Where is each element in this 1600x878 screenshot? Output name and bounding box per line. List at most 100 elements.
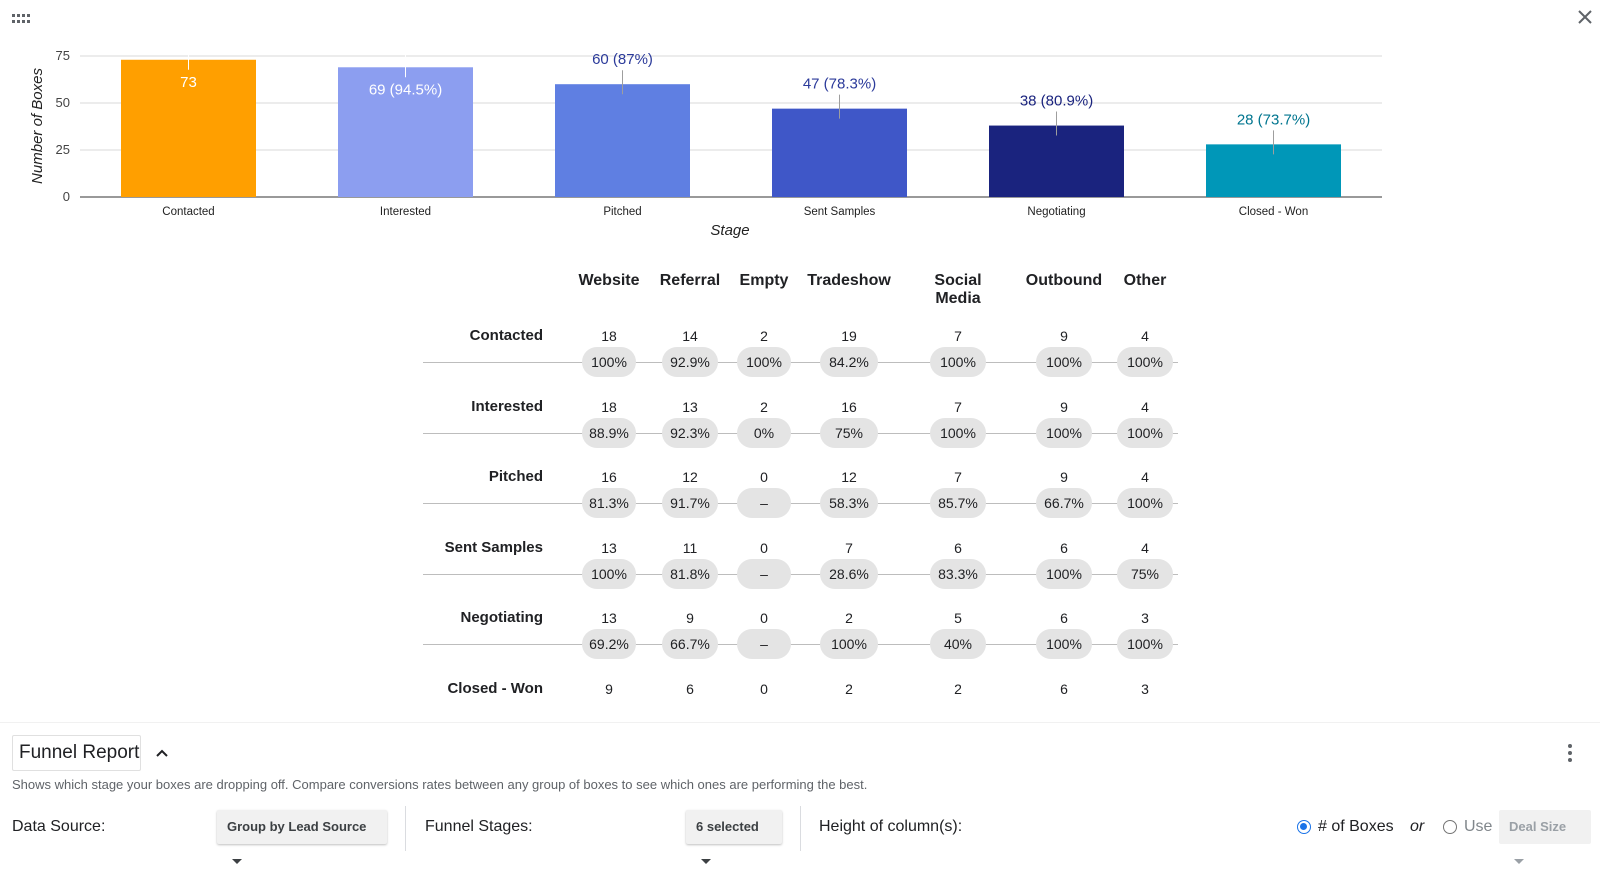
table-cell: 16 — [841, 398, 857, 415]
conversion-pill: 100% — [1117, 629, 1173, 660]
column-header: Website — [578, 272, 640, 289]
footer-divider — [0, 722, 1600, 723]
close-icon[interactable] — [1574, 6, 1596, 28]
height-label: Height of column(s): — [819, 818, 963, 835]
row-stage-label: Closed - Won — [447, 680, 543, 697]
conversion-pill: 85.7% — [930, 488, 986, 519]
column-header: Social Media — [934, 272, 982, 307]
y-tick-label: 50 — [56, 95, 70, 110]
conversion-pill: 84.2% — [820, 347, 878, 377]
table-cell: 7 — [954, 328, 962, 344]
table-cell: 9 — [1060, 398, 1068, 415]
x-tick-label: Pitched — [603, 206, 641, 218]
bar — [772, 108, 907, 197]
caret-down-icon — [701, 859, 711, 865]
y-tick-label: 25 — [56, 142, 70, 157]
report-description: Shows which stage your boxes are droppin… — [12, 777, 868, 792]
data-label: 73 — [180, 74, 197, 91]
conversion-pill: 28.6% — [820, 558, 878, 589]
vertical-divider — [405, 806, 406, 851]
conversion-pill: 100% — [737, 347, 791, 377]
x-tick-label: Sent Samples — [804, 206, 876, 218]
conversion-pill: 100% — [1117, 488, 1173, 519]
funnel-stages-dropdown[interactable]: 6 selected — [686, 810, 782, 865]
conversion-pill: 66.7% — [662, 629, 718, 660]
x-tick-label: Interested — [380, 206, 431, 218]
data-source-label: Data Source: — [12, 818, 106, 835]
connector-line — [423, 573, 1178, 575]
apps-grid-icon[interactable] — [10, 10, 32, 32]
conversion-pill: 69.2% — [582, 629, 636, 660]
table-cell: 2 — [760, 328, 768, 344]
table-cell: 0 — [760, 681, 768, 697]
table-cell: 11 — [682, 539, 698, 556]
table-cell: 18 — [601, 398, 617, 415]
conversion-pill: 40% — [930, 629, 986, 660]
bar — [338, 67, 473, 197]
use-radio[interactable] — [1443, 820, 1457, 834]
conversion-pill: 91.7% — [662, 488, 718, 519]
connector-line — [423, 362, 1178, 363]
column-header: Referral — [659, 272, 721, 289]
boxes-radio[interactable] — [1297, 820, 1311, 834]
connector-line — [423, 503, 1178, 505]
data-label: 47 (78.3%) — [803, 76, 876, 93]
table-cell: 7 — [954, 469, 962, 486]
conversion-pill: – — [737, 558, 791, 589]
row-stage-label: Pitched — [488, 468, 543, 486]
connector-line — [423, 432, 1178, 434]
row-stage-label: Negotiating — [460, 609, 544, 627]
table-cell: 18 — [601, 328, 617, 344]
chevron-up-icon[interactable] — [152, 743, 172, 763]
conversion-pill: 81.3% — [582, 488, 636, 519]
column-header: Outbound — [1025, 272, 1103, 289]
conversion-pill: 81.8% — [662, 558, 718, 589]
funnel-stages-label: Funnel Stages: — [425, 818, 533, 835]
conversion-pill: 92.3% — [662, 417, 718, 448]
connector-line — [423, 644, 1178, 646]
conversion-pill: 100% — [1036, 417, 1092, 448]
deal-size-dropdown[interactable]: Deal Size — [1499, 810, 1591, 865]
table-cell: 0 — [760, 610, 768, 627]
data-label: 38 (80.9%) — [1020, 93, 1093, 110]
table-cell: 16 — [601, 469, 617, 486]
conversion-pill: 100% — [1117, 347, 1173, 377]
table-cell: 12 — [841, 469, 857, 486]
conversion-pill: 75% — [820, 417, 878, 448]
y-tick-label: 0 — [63, 189, 70, 204]
table-cell: 6 — [1060, 681, 1068, 697]
x-axis-title: Stage — [710, 222, 749, 239]
data-label: 28 (73.7%) — [1237, 111, 1310, 128]
conversion-pill: 75% — [1117, 558, 1173, 589]
conversion-pill: 100% — [1036, 347, 1092, 377]
table-cell: 6 — [1060, 610, 1068, 627]
conversion-pill: 88.9% — [582, 417, 636, 448]
data-source-dropdown[interactable]: Group by Lead Source — [217, 810, 387, 865]
boxes-option-label[interactable]: # of Boxes — [1318, 818, 1394, 835]
table-cell: 12 — [682, 469, 698, 486]
caret-down-icon — [232, 859, 242, 865]
table-cell: 4 — [1141, 398, 1149, 415]
conversion-pill: 100% — [930, 347, 986, 377]
use-option-label[interactable]: Use — [1464, 818, 1493, 835]
table-cell: 13 — [601, 610, 617, 627]
deal-size-value: Deal Size — [1509, 819, 1567, 834]
more-vertical-icon[interactable] — [1560, 741, 1580, 765]
x-tick-label: Negotiating — [1027, 206, 1085, 218]
table-cell: 4 — [1141, 328, 1149, 344]
table-cell: 13 — [682, 398, 698, 415]
bar — [989, 125, 1124, 197]
table-cell: 2 — [954, 681, 962, 697]
conversion-pill: – — [737, 488, 791, 519]
table-cell: 6 — [954, 539, 962, 556]
row-stage-label: Sent Samples — [444, 538, 543, 556]
table-cell: 7 — [954, 398, 962, 415]
table-cell: 0 — [760, 469, 768, 486]
x-tick-label: Contacted — [162, 206, 214, 218]
row-stage-label: Contacted — [469, 327, 543, 344]
row-stage-label: Interested — [471, 397, 543, 415]
table-cell: 7 — [845, 539, 853, 556]
conversion-pill: 100% — [1117, 417, 1173, 448]
conversion-pill: 100% — [1036, 629, 1092, 660]
table-cell: 2 — [845, 610, 853, 627]
